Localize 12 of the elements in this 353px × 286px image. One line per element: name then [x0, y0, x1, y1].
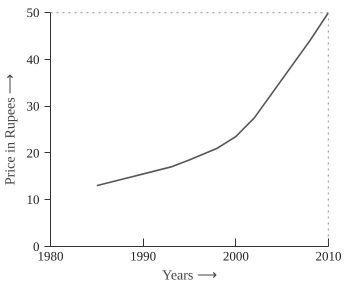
- x-tick-label: 1990: [130, 248, 156, 264]
- y-tick-label: 40: [26, 52, 40, 67]
- y-axis-title: Price in Rupees ⟶: [4, 74, 18, 186]
- x-axis-title: Years ⟶: [162, 268, 217, 284]
- y-tick-label: 30: [26, 98, 40, 114]
- y-tick-label: 20: [26, 145, 40, 160]
- x-tick-label: 1980: [38, 248, 64, 264]
- x-tick-label: 2010: [316, 248, 342, 264]
- y-tick-label: 50: [26, 5, 40, 20]
- x-tick-label: 2000: [222, 248, 249, 264]
- y-tick-label: 10: [26, 192, 40, 208]
- y-tick-label: 0: [33, 239, 40, 254]
